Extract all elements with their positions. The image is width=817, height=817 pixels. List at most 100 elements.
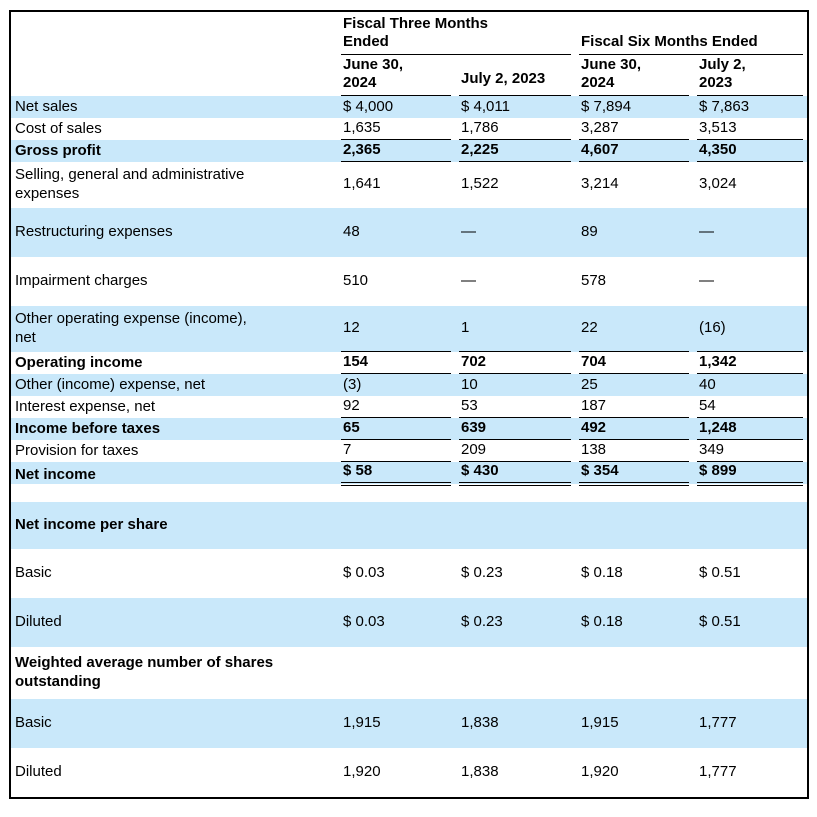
value-cell: $ 0.18	[581, 563, 623, 581]
row-label: Provision for taxes	[15, 442, 139, 460]
value-cell: 1,522	[461, 175, 499, 193]
value-cell: 53	[459, 396, 579, 418]
table-row: Cost of sales 1,635 1,786 3,287 3,513	[11, 118, 807, 140]
value-cell: $ 7,894	[581, 98, 632, 116]
table-row: Selling, general and administrative expe…	[11, 162, 807, 208]
value-cell: 92	[341, 396, 459, 418]
value-cell: $ 899	[697, 462, 807, 486]
value-cell: 704	[579, 352, 697, 374]
row-label: Income before taxes	[15, 420, 161, 438]
value-cell: $ 0.51	[699, 612, 741, 630]
row-label: Impairment charges	[15, 271, 148, 289]
table-row: Net sales $ 4,000 $ 4,011 $ 7,894 $ 7,863	[11, 96, 807, 118]
group-header-label: Fiscal Three Months Ended	[343, 14, 489, 51]
value-cell: 1,786	[459, 118, 579, 140]
value-cell	[697, 484, 807, 502]
value-cell: $ 58	[341, 462, 459, 486]
value-cell: 138	[579, 440, 697, 462]
value-cell: $ 0.18	[581, 612, 623, 630]
row-label: Operating income	[15, 354, 143, 372]
table-row: Diluted 1,920 1,838 1,920 1,777	[11, 748, 807, 797]
value-cell: $ 0.23	[461, 563, 503, 581]
table-row: Basic 1,915 1,838 1,915 1,777	[11, 699, 807, 748]
row-label: Weighted average number of shares outsta…	[15, 653, 274, 690]
value-cell: 492	[579, 418, 697, 440]
column-header-label: July 2, 2023	[699, 55, 746, 92]
value-cell: $ 354	[579, 462, 697, 486]
row-label: Selling, general and administrative expe…	[15, 165, 245, 202]
table-row: Other operating expense (income), net 12 1…	[11, 306, 807, 352]
column-header-label: June 30, 2024	[581, 55, 642, 92]
group-header-label: Fiscal Six Months Ended	[581, 33, 758, 51]
value-cell: 1,838	[461, 713, 499, 731]
value-cell: $ 0.23	[461, 612, 503, 630]
value-cell: 1,777	[699, 762, 737, 780]
value-cell: 639	[459, 418, 579, 440]
value-cell	[579, 484, 697, 502]
value-cell: 1,920	[581, 762, 619, 780]
value-cell: 4,607	[579, 140, 697, 162]
value-cell: 1,641	[343, 175, 381, 193]
row-label: Gross profit	[15, 142, 101, 160]
corner-empty-cell	[11, 55, 341, 96]
value-cell: 89	[581, 222, 598, 240]
section-header-row: Weighted average number of shares outsta…	[11, 647, 807, 699]
row-label: Basic	[15, 563, 52, 581]
value-cell: $ 7,863	[699, 98, 750, 116]
value-cell: 40	[699, 376, 716, 394]
row-label: Restructuring expenses	[15, 222, 173, 240]
column-header-label: June 30, 2024	[343, 55, 404, 92]
table-row: Basic $ 0.03 $ 0.23 $ 0.18 $ 0.51	[11, 549, 807, 598]
value-cell: 1,915	[343, 713, 381, 731]
value-cell: (16)	[697, 306, 807, 352]
financial-table: Fiscal Three Months Ended Fiscal Six Mon…	[9, 10, 809, 799]
value-cell: $ 430	[459, 462, 579, 486]
value-cell: 578	[581, 271, 607, 289]
value-cell: —	[461, 222, 476, 240]
row-label: Interest expense, net	[15, 398, 156, 416]
corner-empty-cell	[11, 12, 341, 55]
value-cell: 154	[341, 352, 459, 374]
value-cell: 54	[697, 396, 807, 418]
value-cell: 3,287	[579, 118, 697, 140]
table-row: Provision for taxes 7 209 138 349	[11, 440, 807, 462]
value-cell	[697, 502, 807, 549]
value-cell: 187	[579, 396, 697, 418]
value-cell	[459, 647, 579, 699]
table-row: Other (income) expense, net (3) 10 25 40	[11, 374, 807, 396]
section-header-row: Net income per share	[11, 502, 807, 549]
table-row: Net income $ 58 $ 430 $ 354 $ 899	[11, 462, 807, 486]
value-cell: 4,350	[697, 140, 807, 162]
row-label: Diluted	[15, 762, 62, 780]
value-cell: 1,635	[341, 118, 459, 140]
row-label: Other operating expense (income), net	[15, 309, 247, 346]
value-cell: 2,225	[459, 140, 579, 162]
value-cell: —	[699, 271, 714, 289]
value-cell: 12	[341, 306, 459, 352]
row-label	[11, 484, 341, 502]
row-label: Other (income) expense, net	[15, 376, 206, 394]
value-cell: 209	[459, 440, 579, 462]
value-cell: 7	[341, 440, 459, 462]
value-cell: $ 4,000	[343, 98, 394, 116]
table-row: Impairment charges 510 — 578 —	[11, 257, 807, 306]
value-cell: 1,777	[699, 713, 737, 731]
group-header-six-months: Fiscal Six Months Ended	[579, 12, 807, 55]
value-cell: 48	[343, 222, 360, 240]
value-cell: 65	[341, 418, 459, 440]
value-cell: 25	[581, 376, 598, 394]
table-row: Interest expense, net 92 53 187 54	[11, 396, 807, 418]
row-label: Diluted	[15, 612, 62, 630]
value-cell	[697, 647, 807, 699]
value-cell: 3,513	[697, 118, 807, 140]
value-cell: $ 0.03	[343, 563, 385, 581]
value-cell: —	[699, 222, 714, 240]
value-cell: 10	[461, 376, 478, 394]
row-label: Net income	[15, 466, 96, 483]
value-cell: $ 4,011	[461, 98, 510, 116]
table-row: Restructuring expenses 48 — 89 —	[11, 208, 807, 257]
value-cell: 3,214	[581, 175, 619, 193]
group-header-row: Fiscal Three Months Ended Fiscal Six Mon…	[11, 12, 807, 55]
table-row: Gross profit 2,365 2,225 4,607 4,350	[11, 140, 807, 162]
value-cell: (3)	[343, 376, 362, 394]
